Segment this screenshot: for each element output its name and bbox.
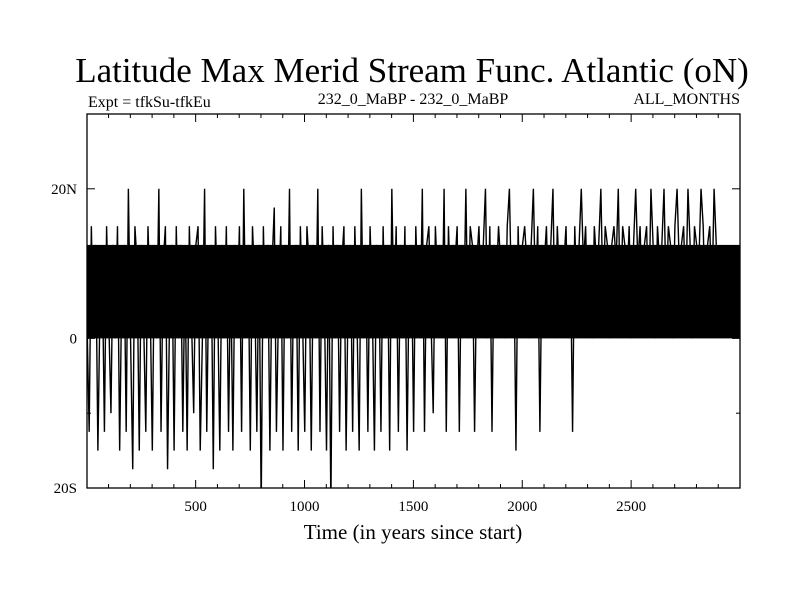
chart-subtitle-left: Expt = tfkSu-tfkEu xyxy=(88,94,211,111)
chart-subtitle-center: 232_0_MaBP - 232_0_MaBP xyxy=(318,91,509,108)
y-tick-label: 20N xyxy=(51,182,77,198)
x-axis-label: Time (in years since start) xyxy=(304,520,523,544)
x-tick-label: 2000 xyxy=(507,499,537,515)
plot-area xyxy=(87,188,740,488)
chart-title: Latitude Max Merid Stream Func. Atlantic… xyxy=(75,51,749,90)
y-tick-label: 0 xyxy=(70,331,78,347)
x-tick-label: 500 xyxy=(184,499,207,515)
series-line xyxy=(87,188,717,488)
y-tick-label: 20S xyxy=(54,481,77,497)
x-tick-label: 1500 xyxy=(398,499,428,515)
x-tick-label: 1000 xyxy=(290,499,320,515)
y-axis: 20S 0 20N xyxy=(51,182,740,497)
plot-frame xyxy=(86,113,741,489)
x-tick-label: 2500 xyxy=(616,499,646,515)
x-axis: 500 1000 1500 2000 2500 xyxy=(108,114,719,515)
chart-subtitle-right: ALL_MONTHS xyxy=(633,91,740,108)
